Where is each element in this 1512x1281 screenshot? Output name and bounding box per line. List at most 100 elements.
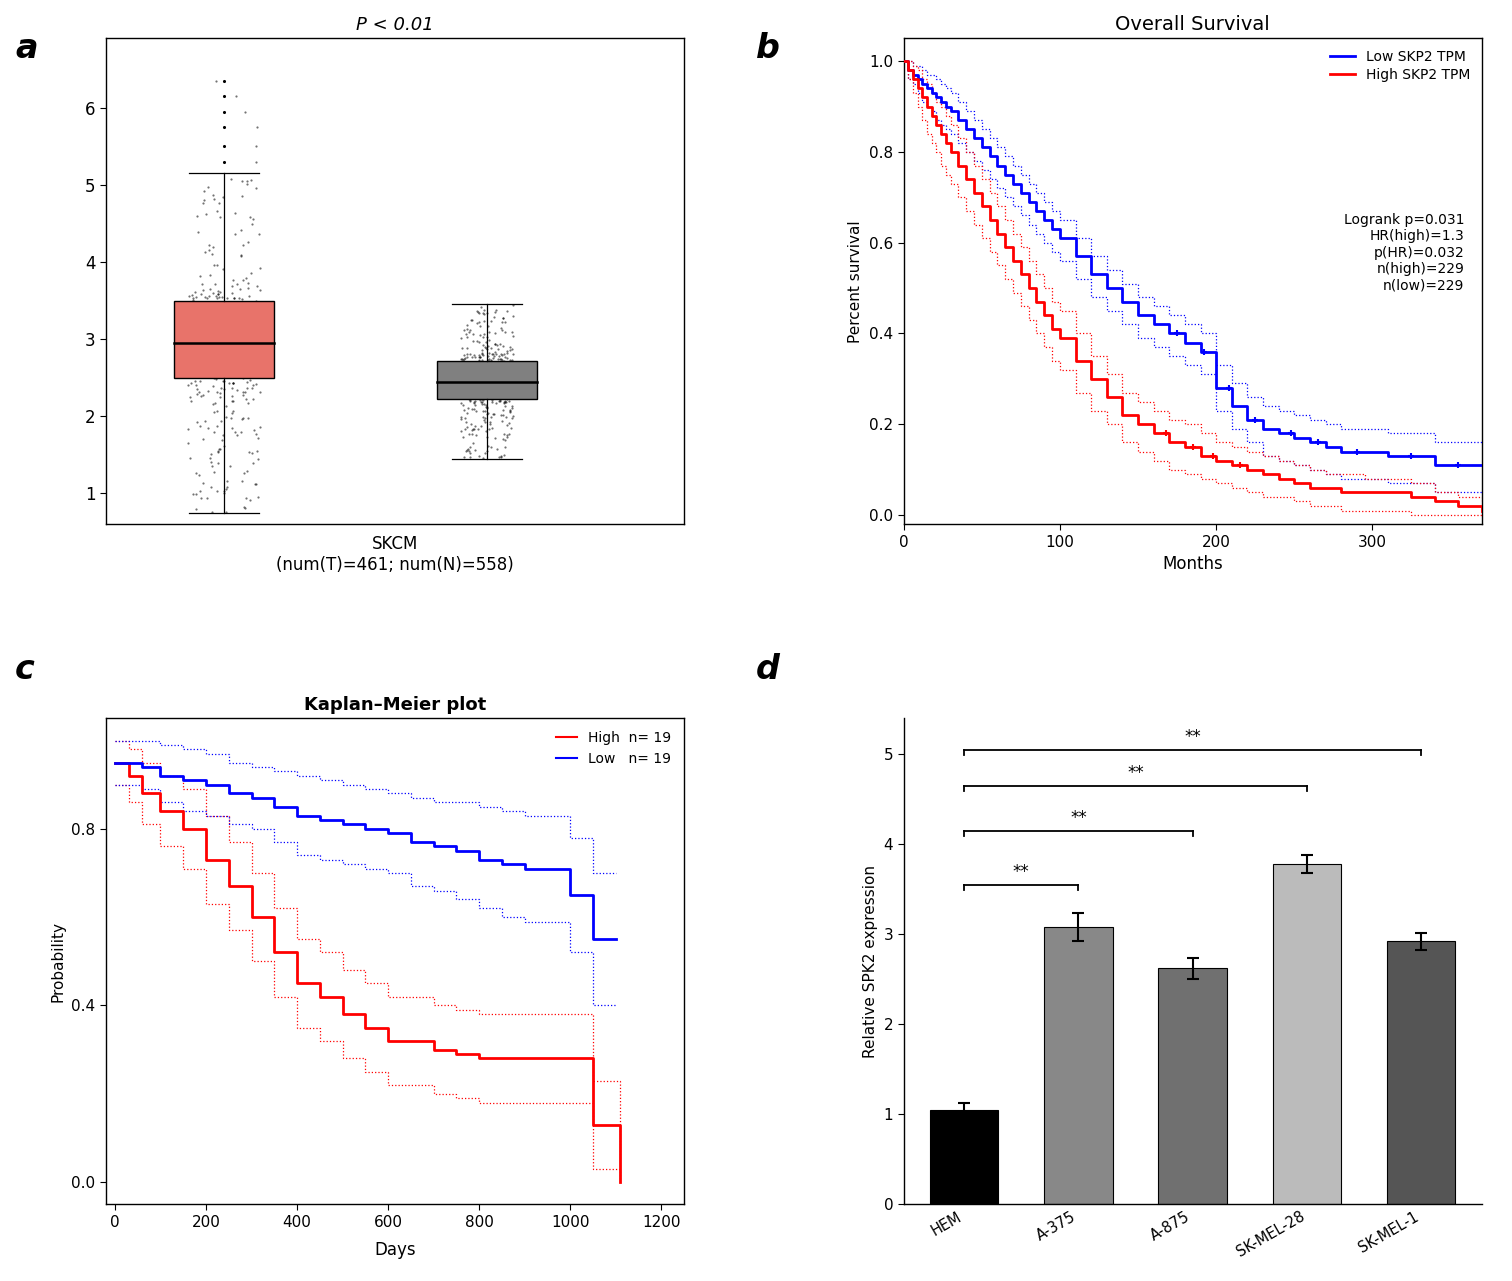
Point bbox=[490, 350, 514, 370]
Point bbox=[231, 382, 256, 402]
Point bbox=[499, 379, 523, 400]
Point bbox=[213, 327, 237, 347]
Point bbox=[240, 320, 265, 341]
Point bbox=[194, 292, 218, 313]
Point bbox=[500, 382, 525, 402]
Point bbox=[243, 352, 268, 373]
Point bbox=[449, 420, 473, 441]
Point bbox=[476, 378, 500, 398]
Point bbox=[464, 374, 488, 395]
Point bbox=[452, 400, 476, 420]
Point bbox=[183, 330, 207, 351]
Point bbox=[464, 374, 488, 395]
Point bbox=[178, 336, 203, 356]
Point bbox=[207, 439, 231, 460]
Point bbox=[186, 205, 210, 225]
Point bbox=[449, 357, 473, 378]
Point bbox=[470, 339, 494, 360]
Point bbox=[233, 347, 257, 368]
Point bbox=[455, 360, 479, 380]
Point bbox=[464, 371, 488, 392]
Point bbox=[467, 364, 491, 384]
Point bbox=[469, 357, 493, 378]
Point bbox=[475, 338, 499, 359]
Point bbox=[210, 341, 234, 361]
Point bbox=[493, 429, 517, 450]
Point bbox=[475, 427, 499, 447]
Point bbox=[488, 357, 513, 378]
Point bbox=[475, 378, 499, 398]
Point bbox=[224, 332, 248, 352]
Point bbox=[463, 391, 487, 411]
Point bbox=[243, 342, 268, 363]
Point bbox=[210, 320, 234, 341]
Point bbox=[494, 407, 519, 428]
Point bbox=[467, 364, 491, 384]
Point bbox=[192, 242, 216, 263]
Point bbox=[491, 361, 516, 382]
Point bbox=[463, 374, 487, 395]
Point bbox=[231, 368, 256, 388]
Point bbox=[457, 379, 481, 400]
Point bbox=[206, 415, 230, 436]
Point bbox=[499, 374, 523, 395]
Point bbox=[487, 446, 511, 466]
Point bbox=[488, 446, 513, 466]
Point bbox=[231, 462, 256, 483]
Point bbox=[481, 368, 505, 388]
Bar bbox=[1273, 865, 1341, 1204]
Point bbox=[469, 360, 493, 380]
Point bbox=[472, 393, 496, 414]
Point bbox=[216, 373, 240, 393]
Point bbox=[222, 288, 246, 309]
Point bbox=[493, 365, 517, 386]
Point bbox=[457, 357, 481, 378]
Point bbox=[493, 391, 517, 411]
Point bbox=[488, 375, 513, 396]
Point bbox=[499, 350, 523, 370]
Point bbox=[473, 365, 497, 386]
Point bbox=[204, 70, 228, 91]
Point bbox=[184, 500, 209, 520]
Point bbox=[218, 302, 242, 323]
Point bbox=[191, 328, 215, 348]
Point bbox=[496, 360, 520, 380]
Point bbox=[493, 365, 517, 386]
Point bbox=[499, 363, 523, 383]
Point bbox=[221, 373, 245, 393]
Point bbox=[215, 479, 239, 500]
Point bbox=[472, 311, 496, 332]
Point bbox=[215, 501, 239, 521]
Point bbox=[206, 441, 230, 461]
Point bbox=[469, 377, 493, 397]
Point bbox=[482, 357, 507, 378]
Point bbox=[219, 365, 243, 386]
Point bbox=[493, 322, 517, 342]
Point bbox=[201, 237, 225, 257]
Title: Overall Survival: Overall Survival bbox=[1116, 15, 1270, 35]
Point bbox=[227, 332, 251, 352]
Point bbox=[206, 284, 230, 305]
Point bbox=[488, 366, 513, 387]
Point bbox=[461, 357, 485, 378]
Point bbox=[488, 366, 513, 387]
Point bbox=[204, 480, 228, 501]
Point bbox=[245, 448, 269, 469]
Point bbox=[204, 288, 228, 309]
Point bbox=[497, 402, 522, 423]
Point bbox=[457, 383, 481, 404]
Point bbox=[191, 341, 215, 361]
Point bbox=[239, 348, 263, 369]
Point bbox=[460, 373, 484, 393]
Point bbox=[213, 407, 237, 428]
Point bbox=[461, 324, 485, 345]
Point bbox=[488, 366, 513, 387]
Point bbox=[239, 442, 263, 462]
Point bbox=[230, 170, 254, 191]
Point bbox=[458, 360, 482, 380]
Point bbox=[464, 364, 488, 384]
Point bbox=[490, 365, 514, 386]
Point bbox=[239, 263, 263, 283]
Point bbox=[472, 324, 496, 345]
Point bbox=[231, 311, 256, 332]
